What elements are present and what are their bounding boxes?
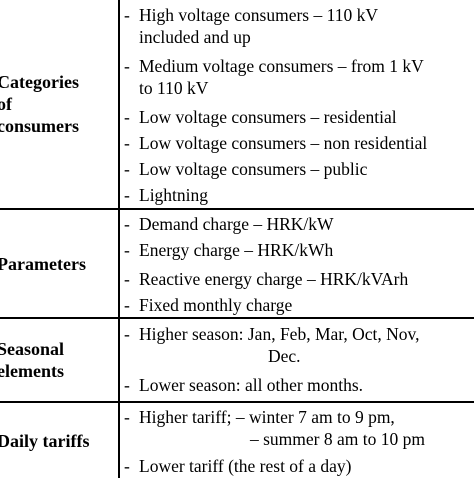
list-item: - Low voltage consumers – non residential (124, 133, 428, 153)
list-item: - Demand charge – HRK/kW (124, 214, 334, 234)
item-text: Demand charge – HRK/kW (139, 214, 334, 234)
list-item: - Low voltage consumers – public (124, 159, 368, 179)
item-text: Reactive energy charge – HRK/kVArh (139, 269, 409, 289)
list-item: - Lightning (124, 185, 209, 205)
item-continuation: to 110 kV (139, 78, 209, 98)
row-divider (0, 317, 474, 319)
list-item: - Energy charge – HRK/kWh (124, 240, 334, 260)
row-header-categories: Categories of consumers (0, 0, 118, 208)
item-text: Energy charge – HRK/kWh (139, 240, 334, 260)
item-text: Lower tariff (the rest of a day) (139, 456, 352, 476)
list-item: - Reactive energy charge – HRK/kVArh (124, 269, 409, 289)
item-text: Low voltage consumers – public (139, 159, 368, 179)
item-text: Lower season: all other months. (139, 375, 364, 395)
row-header-daily-tariffs: Daily tariffs (0, 403, 118, 478)
row-divider (0, 401, 474, 403)
list-item: - High voltage consumers – 110 kV (124, 5, 378, 25)
category-label: Categories of consumers (0, 72, 79, 136)
item-text: High voltage consumers – 110 kV (139, 5, 378, 25)
item-text: Low voltage consumers – residential (139, 107, 397, 127)
row-header-seasonal: Seasonal elements (0, 319, 118, 401)
item-text: Higher tariff; – winter 7 am to 9 pm, (139, 407, 395, 427)
item-text: Higher season: Jan, Feb, Mar, Oct, Nov, (139, 324, 420, 344)
category-label: Parameters (0, 253, 86, 274)
column-divider (118, 0, 120, 478)
item-continuation: – summer 8 am to 10 pm (250, 429, 425, 449)
row-header-parameters: Parameters (0, 210, 118, 317)
item-continuation: included and up (139, 27, 251, 47)
list-item: - Higher season: Jan, Feb, Mar, Oct, Nov, (124, 324, 420, 344)
category-label: Daily tariffs (0, 430, 90, 451)
category-label: Seasonal elements (0, 339, 65, 381)
list-item: - Lower tariff (the rest of a day) (124, 456, 352, 476)
item-text: Low voltage consumers – non residential (139, 133, 428, 153)
list-item: - Low voltage consumers – residential (124, 107, 397, 127)
list-item: - Lower season: all other months. (124, 375, 364, 395)
row-divider (0, 208, 474, 210)
item-text: Fixed monthly charge (139, 295, 293, 315)
list-item: - Medium voltage consumers – from 1 kV (124, 56, 424, 76)
list-item: - Higher tariff; – winter 7 am to 9 pm, (124, 407, 395, 427)
item-continuation: Dec. (268, 346, 301, 366)
list-item: - Fixed monthly charge (124, 295, 293, 315)
item-text: Medium voltage consumers – from 1 kV (139, 56, 424, 76)
item-text: Lightning (139, 185, 209, 205)
